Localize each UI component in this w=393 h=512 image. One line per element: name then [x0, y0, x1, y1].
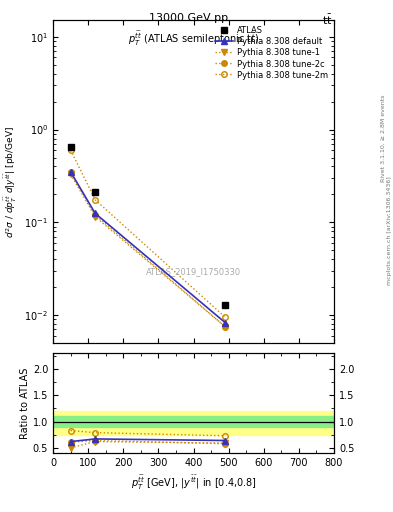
ATLAS [93, 189, 97, 196]
Pythia 8.308 tune-1 [93, 214, 97, 220]
Legend: ATLAS, Pythia 8.308 default, Pythia 8.308 tune-1, Pythia 8.308 tune-2c, Pythia 8: ATLAS, Pythia 8.308 default, Pythia 8.30… [213, 25, 330, 81]
Pythia 8.308 tune-2m [93, 197, 97, 203]
Pythia 8.308 tune-1 [223, 324, 228, 330]
Text: t$\bar{\rm t}$: t$\bar{\rm t}$ [322, 13, 333, 27]
Line: Pythia 8.308 tune-1: Pythia 8.308 tune-1 [68, 172, 228, 330]
Y-axis label: $d^2\sigma$ / $dp^{\bar{t}\bar{t}}_T$ $d|y^{\bar{t}\bar{t}}|$ [pb/GeV]: $d^2\sigma$ / $dp^{\bar{t}\bar{t}}_T$ $d… [3, 126, 19, 238]
Pythia 8.308 tune-2m [68, 147, 73, 153]
X-axis label: $p_T^{\bar{t}\bar{t}}$ [GeV], $|y^{\bar{t}\bar{t}}|$ in [0.4,0.8]: $p_T^{\bar{t}\bar{t}}$ [GeV], $|y^{\bar{… [130, 474, 257, 492]
Bar [53, 411, 334, 435]
Pythia 8.308 tune-1 [68, 171, 73, 177]
Line: Pythia 8.308 tune-2m: Pythia 8.308 tune-2m [68, 147, 228, 320]
Text: Rivet 3.1.10, ≥ 2.8M events: Rivet 3.1.10, ≥ 2.8M events [381, 95, 386, 182]
Pythia 8.308 default [93, 210, 97, 217]
ATLAS [223, 302, 228, 308]
Bar [53, 416, 334, 427]
Line: Pythia 8.308 default: Pythia 8.308 default [68, 169, 228, 326]
Pythia 8.308 tune-2m [223, 314, 228, 320]
Y-axis label: Ratio to ATLAS: Ratio to ATLAS [20, 368, 30, 439]
Text: ATLAS_2019_I1750330: ATLAS_2019_I1750330 [146, 268, 241, 276]
Line: Pythia 8.308 tune-2c: Pythia 8.308 tune-2c [68, 169, 228, 330]
Text: 13000 GeV pp: 13000 GeV pp [149, 13, 228, 23]
Line: ATLAS: ATLAS [67, 143, 229, 308]
Pythia 8.308 default [223, 319, 228, 326]
ATLAS [68, 144, 73, 150]
Pythia 8.308 tune-2c [68, 169, 73, 175]
Pythia 8.308 tune-2c [223, 324, 228, 330]
Text: mcplots.cern.ch [arXiv:1306.3436]: mcplots.cern.ch [arXiv:1306.3436] [387, 176, 391, 285]
Text: $p_T^{\bar{t}\bar{t}}$ (ATLAS semileptonic t$\bar{t}$): $p_T^{\bar{t}\bar{t}}$ (ATLAS semilepton… [128, 30, 259, 48]
Pythia 8.308 default [68, 169, 73, 175]
Pythia 8.308 tune-2c [93, 212, 97, 218]
